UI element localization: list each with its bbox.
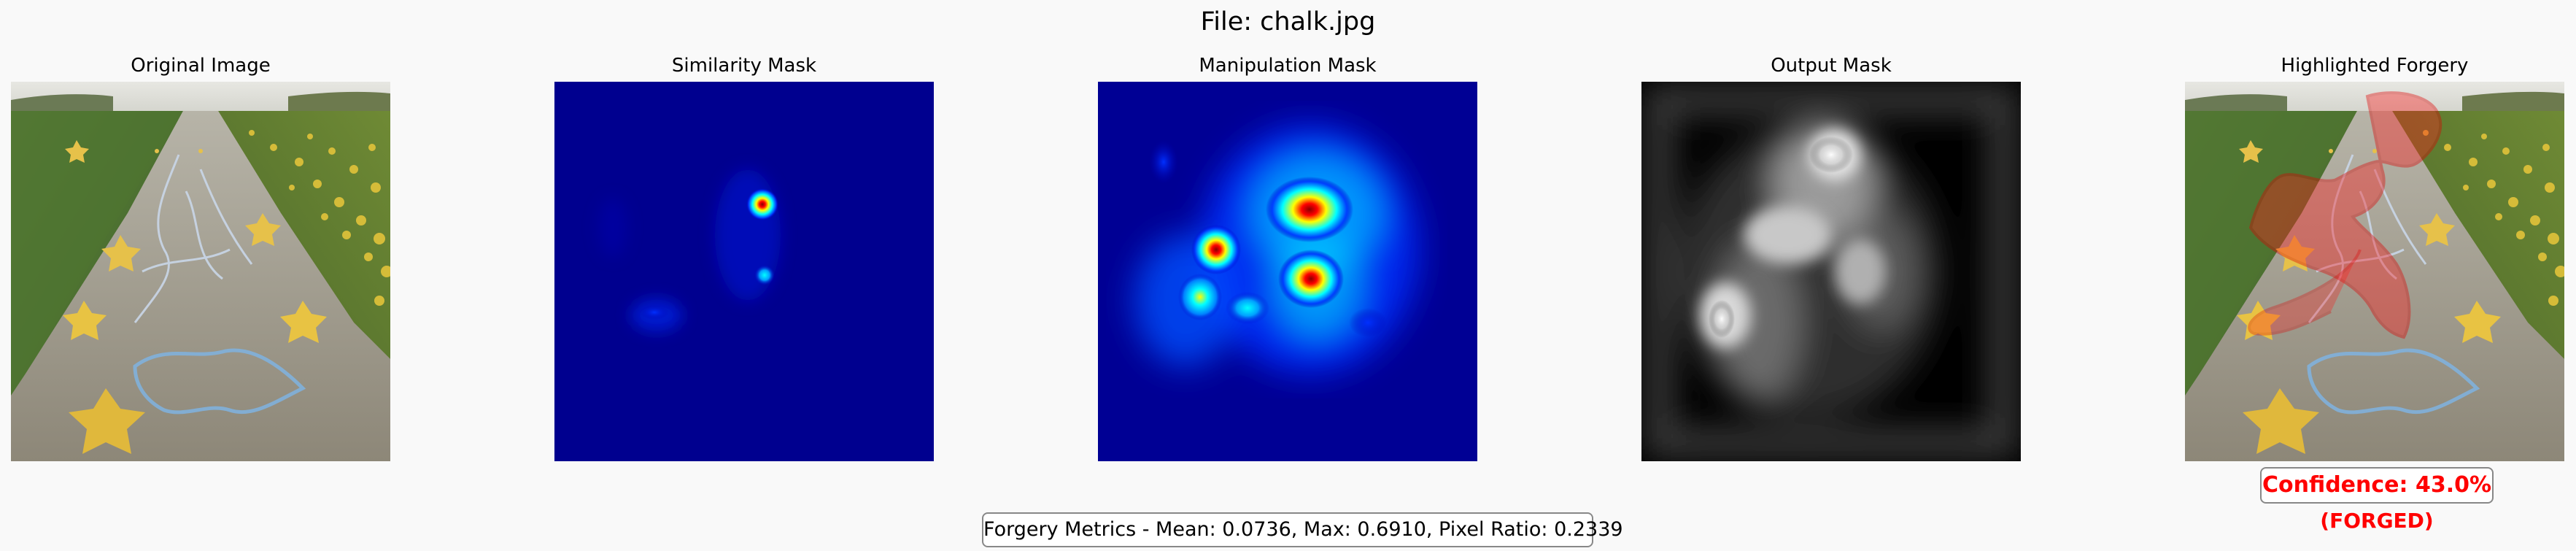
highlighted-forgery-image bbox=[2185, 82, 2564, 461]
panel-title-output: Output Mask bbox=[1771, 55, 1892, 77]
similarity-mask bbox=[554, 82, 934, 461]
figure-title: File: chalk.jpg bbox=[1200, 7, 1376, 36]
forgery-verdict: (FORGED) bbox=[2320, 509, 2434, 533]
original-image bbox=[11, 82, 390, 461]
manipulation-mask bbox=[1098, 82, 1477, 461]
panel-title-highlighted: Highlighted Forgery bbox=[2281, 55, 2469, 77]
panel-title-similarity: Similarity Mask bbox=[671, 55, 817, 77]
panel-title-manipulation: Manipulation Mask bbox=[1199, 55, 1377, 77]
output-mask bbox=[1641, 82, 2021, 461]
forgery-metrics: Forgery Metrics - Mean: 0.0736, Max: 0.6… bbox=[982, 512, 1623, 547]
confidence-label: Confidence: 43.0% bbox=[2260, 467, 2494, 504]
panel-title-original: Original Image bbox=[131, 55, 271, 77]
